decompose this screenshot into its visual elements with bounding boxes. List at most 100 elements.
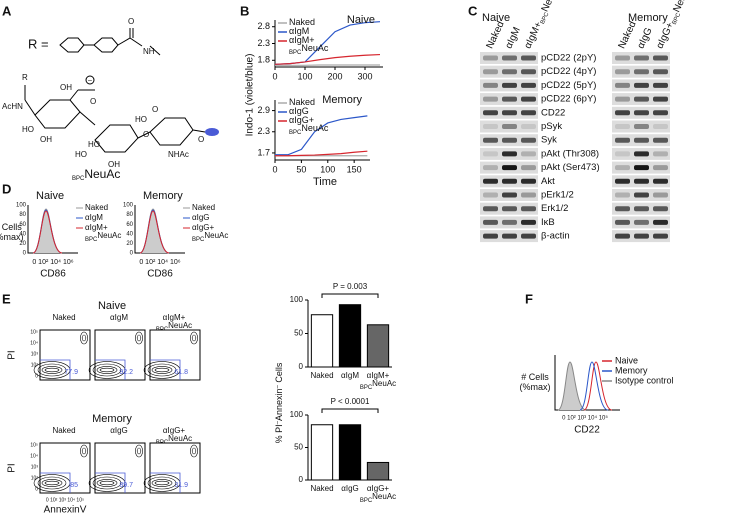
y-axis-label: Annexin — [274, 388, 284, 421]
bar — [310, 424, 334, 481]
band — [521, 192, 536, 198]
histogram — [32, 210, 63, 254]
x-tick-label: αIgG — [341, 484, 359, 493]
band — [653, 192, 668, 198]
compound-name: BPCNeuAc — [72, 167, 120, 181]
band — [653, 165, 668, 171]
bead — [205, 128, 219, 136]
y-axis-label: # Cells(%max) — [0, 222, 24, 242]
row-label: pCD22 (2pY) — [541, 53, 596, 64]
column-label: Naked — [52, 313, 75, 322]
y-tick-label: 0 — [23, 251, 27, 257]
contour — [44, 480, 60, 486]
band — [653, 69, 668, 75]
histogram — [557, 361, 587, 411]
x-tick-label: 0 — [272, 71, 277, 81]
legend-label: Naked — [192, 203, 215, 212]
legend-label: αIgM+ BPCNeuAc — [289, 35, 329, 55]
lane-label: BPC — [671, 11, 682, 25]
lane-label: αIgG+ — [654, 20, 676, 50]
gate-percent: 77.9 — [64, 369, 78, 376]
row-label: Erk1/2 — [541, 203, 568, 214]
y-tick-label: 100 — [123, 203, 134, 209]
x-tick-label: 0 10² 10³ 10⁴ 10⁵ — [562, 415, 608, 422]
bar — [366, 461, 390, 481]
x-tick-label: 0 10² 10³ 10⁴ 10⁵ — [46, 497, 84, 503]
gate — [95, 472, 126, 493]
y-axis-label: # Cells — [0, 222, 22, 232]
y-tick-label: 60 — [126, 222, 133, 228]
band — [483, 219, 498, 225]
band — [615, 110, 630, 116]
band — [483, 96, 498, 102]
x-axis-label: Time — [313, 176, 337, 188]
legend-label: Naked — [85, 203, 108, 212]
band — [634, 110, 649, 116]
band — [615, 69, 630, 75]
group-label: Memory — [143, 190, 183, 202]
group-label: Memory — [92, 413, 132, 425]
contour — [92, 476, 122, 490]
contour — [99, 480, 115, 486]
x-tick-label: BPC — [360, 385, 373, 391]
band — [483, 165, 498, 171]
legend-label: αIgG+ — [192, 223, 215, 232]
atom: HO — [135, 115, 147, 124]
band — [634, 165, 649, 171]
band — [653, 55, 668, 61]
lane-label: αIgG — [635, 26, 654, 51]
y-tick-label: 100 — [290, 410, 304, 419]
row-label: Syk — [541, 135, 557, 146]
band — [483, 192, 498, 198]
legend-label: Naked — [289, 97, 315, 107]
column-label: αIgM+ — [163, 313, 186, 322]
y-tick-label: 40 — [126, 231, 133, 237]
legend-label: Naked — [192, 203, 215, 212]
legend-label: αIgG+ BPCNeuAc — [289, 115, 329, 135]
atom: HO — [75, 150, 87, 159]
band — [615, 82, 630, 88]
row-label: Akt — [541, 176, 555, 187]
lane-label: αIgG — [635, 26, 654, 51]
column-label: αIgM — [110, 313, 128, 322]
contour — [151, 366, 173, 374]
band — [502, 219, 517, 225]
p-value: P = 0.003 — [333, 282, 368, 291]
y-tick-label: 20 — [19, 241, 26, 247]
band — [653, 137, 668, 143]
gate — [95, 359, 126, 380]
y-tick-label: 80 — [126, 212, 133, 218]
row-label: β-actin — [541, 231, 570, 242]
column-label: Naked — [52, 313, 75, 322]
gate-percent: 85 — [70, 482, 78, 489]
band — [521, 206, 536, 212]
band — [653, 96, 668, 102]
band — [634, 206, 649, 212]
x-tick-label: Naked — [310, 371, 333, 380]
band — [634, 151, 649, 157]
legend-label: NeuAc — [97, 231, 121, 240]
y-tick-label: 10⁴ — [30, 340, 38, 346]
band — [615, 206, 630, 212]
lane-label: αIgM — [503, 25, 522, 50]
band — [521, 82, 536, 88]
y-axis-label: (%max) — [0, 232, 24, 242]
legend-label: BPC — [289, 50, 302, 56]
band — [502, 55, 517, 61]
atom: O — [152, 105, 158, 114]
y-axis-label: Indo-1 (violet/blue) — [245, 54, 256, 137]
contour — [151, 479, 173, 487]
gate-percent: 92.2 — [119, 369, 133, 376]
axis — [554, 355, 620, 411]
group-label: Naive — [482, 12, 510, 24]
row-label: pAkt (Ser473) — [541, 162, 600, 173]
x-tick-label: 300 — [357, 71, 372, 81]
panel-letter: E — [2, 291, 11, 306]
legend-label: NeuAc — [204, 231, 228, 240]
contour — [96, 479, 118, 487]
x-tick-label: αIgM+ — [367, 371, 390, 380]
x-tick-label: BPC — [360, 498, 373, 504]
band — [653, 233, 668, 239]
atom: O — [143, 130, 149, 139]
atom: OH — [40, 135, 52, 144]
